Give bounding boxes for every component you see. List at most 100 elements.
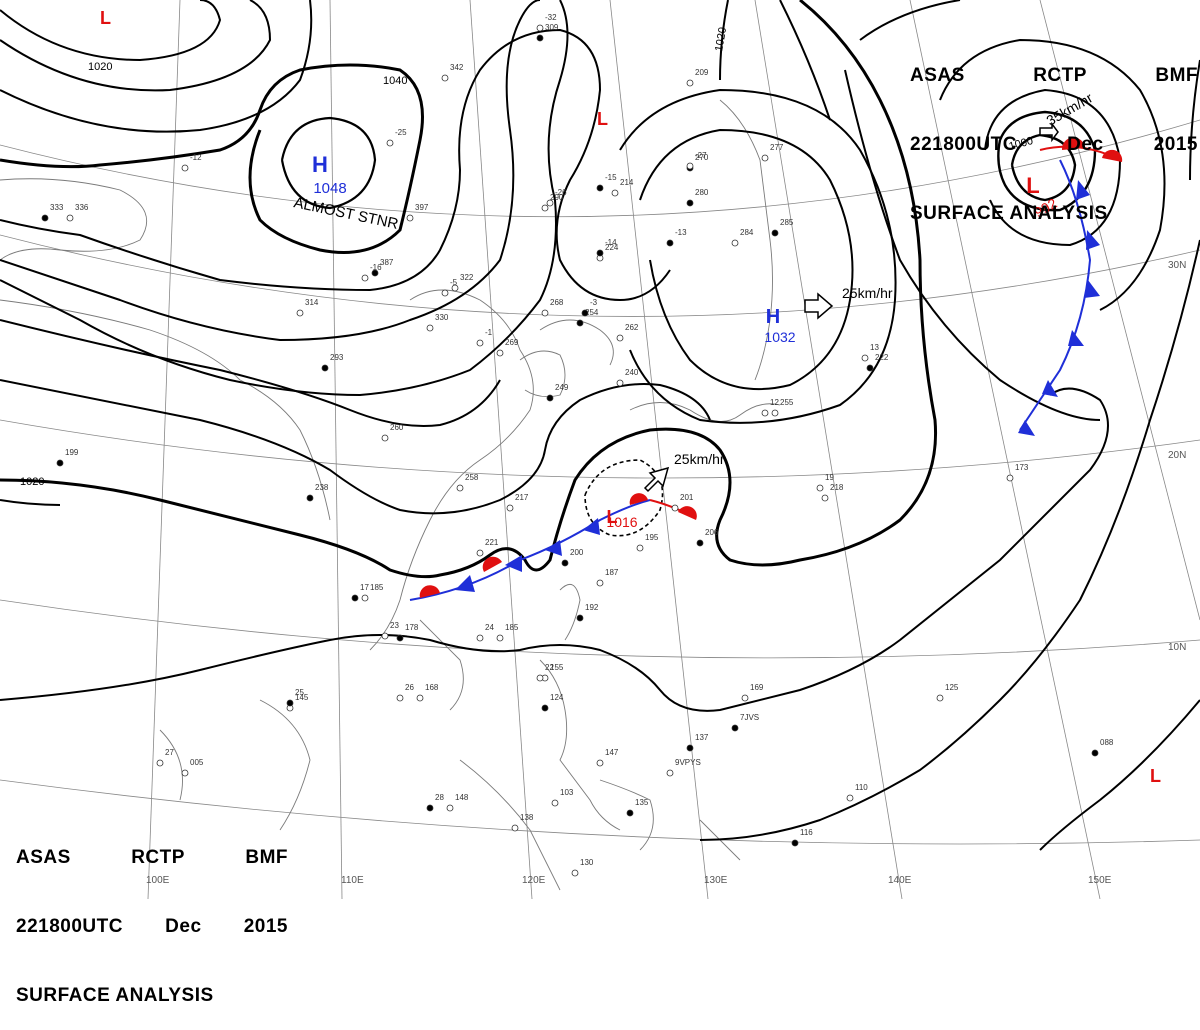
agency-code: BMF xyxy=(245,847,288,868)
station-symbol xyxy=(741,694,749,702)
low-marker-1016: L xyxy=(607,507,618,527)
station-symbol xyxy=(386,139,394,147)
station-label: 284 xyxy=(740,228,754,237)
station-symbol xyxy=(616,334,624,342)
station-symbol xyxy=(541,204,549,212)
station-label: 290 xyxy=(550,193,564,202)
station-label: 206 xyxy=(705,528,719,537)
station-label: 28 xyxy=(435,793,444,802)
station-label: 23 xyxy=(390,621,399,630)
station-label: -5 xyxy=(450,278,458,287)
isobar-label: 1020 xyxy=(88,61,112,73)
station-label: 342 xyxy=(450,63,464,72)
station-label: 270 xyxy=(695,153,709,162)
station-symbol xyxy=(41,214,49,222)
station-label: 17 xyxy=(360,583,369,592)
station-symbol xyxy=(686,744,694,752)
station-symbol xyxy=(866,364,874,372)
arrow-l992 xyxy=(1039,121,1059,143)
isobar-label: 1020 xyxy=(713,26,729,52)
station-label: 103 xyxy=(560,788,574,797)
isobars xyxy=(0,0,1200,851)
station-symbol xyxy=(156,759,164,767)
low-marker-992: L xyxy=(1026,173,1039,198)
station-label: 19 xyxy=(825,473,834,482)
station-symbol xyxy=(666,769,674,777)
station-label: 330 xyxy=(435,313,449,322)
datetime-part: 2015 xyxy=(243,916,288,937)
agency-code: ASAS xyxy=(16,847,71,868)
station-symbol xyxy=(551,799,559,807)
station-symbol xyxy=(361,594,369,602)
station-label: 168 xyxy=(425,683,439,692)
station-symbol xyxy=(306,494,314,502)
station-label: 240 xyxy=(625,368,639,377)
station-symbol xyxy=(821,494,829,502)
station-label: 218 xyxy=(830,483,844,492)
header-top: ASAS RCTP BMF 221800UTC Dec 2015 SURFACE… xyxy=(910,18,1198,248)
station-symbol xyxy=(456,484,464,492)
station-symbol xyxy=(671,504,679,512)
station-symbol xyxy=(536,34,544,42)
station-label: 322 xyxy=(460,273,474,282)
chart-title: SURFACE ANALYSIS xyxy=(16,985,214,1006)
chart-title: SURFACE ANALYSIS xyxy=(910,203,1108,224)
station-label: 187 xyxy=(605,568,619,577)
station-label: 293 xyxy=(330,353,344,362)
station-label: 169 xyxy=(750,683,764,692)
high-1048-value: 1048 xyxy=(313,180,346,197)
datetime-part: 221800UTC xyxy=(16,916,123,937)
station-label: 110 xyxy=(855,783,868,792)
station-symbol xyxy=(686,79,694,87)
agency-row: ASAS RCTP BMF xyxy=(910,64,1198,87)
low-1016-value: 1016 xyxy=(606,514,637,530)
station-symbol xyxy=(1091,749,1099,757)
station-symbol xyxy=(571,869,579,877)
station-symbol xyxy=(596,249,604,257)
station-label: -13 xyxy=(675,228,687,237)
station-label: -12 xyxy=(190,153,202,162)
low-marker-n: L xyxy=(597,109,608,129)
station-symbol xyxy=(696,539,704,547)
station-label: 254 xyxy=(585,308,599,317)
station-label: 199 xyxy=(65,448,79,457)
station-label: 25 xyxy=(295,688,304,697)
lon-label: 100E xyxy=(146,875,170,886)
station-label: 185 xyxy=(370,583,384,592)
station-symbol xyxy=(181,164,189,172)
station-symbol xyxy=(596,184,604,192)
station-symbol xyxy=(596,579,604,587)
station-label: -16 xyxy=(370,263,382,272)
station-label: 209 xyxy=(695,68,709,77)
station-label: 192 xyxy=(585,603,599,612)
station-label: 088 xyxy=(1100,738,1114,747)
station-label: 262 xyxy=(625,323,639,332)
station-plots: 309 342 209 270 214 290 280 224 284 285 277 397 387 3… xyxy=(41,13,1114,877)
station-label: 314 xyxy=(305,298,319,307)
station-symbol xyxy=(371,269,379,277)
datetime-part: Dec xyxy=(165,916,202,937)
high-marker-1032: H xyxy=(766,306,780,328)
station-symbol xyxy=(546,394,554,402)
station-symbol xyxy=(496,634,504,642)
station-symbol xyxy=(936,694,944,702)
station-label: 309 xyxy=(545,23,559,32)
station-symbol xyxy=(416,694,424,702)
station-symbol xyxy=(286,699,294,707)
station-label: 268 xyxy=(550,298,564,307)
datetime-part: 2015 xyxy=(1153,134,1198,155)
graticule xyxy=(0,0,1200,899)
station-symbol xyxy=(496,349,504,357)
station-symbol xyxy=(381,632,389,640)
station-symbol xyxy=(771,229,779,237)
station-symbol xyxy=(861,354,869,362)
station-label: 155 xyxy=(550,663,564,672)
lon-label: 110E xyxy=(341,875,364,886)
station-label: 138 xyxy=(520,813,534,822)
station-label: -32 xyxy=(545,13,557,22)
agency-code: RCTP xyxy=(1033,65,1087,86)
datetime-part: Dec xyxy=(1067,134,1104,155)
high-1032-value: 1032 xyxy=(764,329,795,345)
lon-label: 150E xyxy=(1088,875,1112,886)
station-label: 135 xyxy=(635,798,649,807)
